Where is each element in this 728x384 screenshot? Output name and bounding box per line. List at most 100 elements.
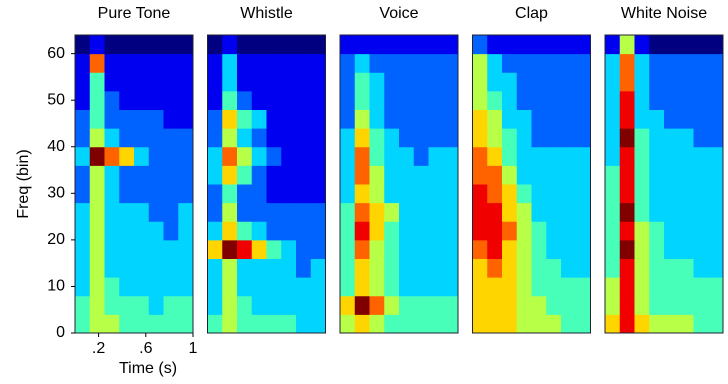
heatmap-cell — [561, 258, 577, 278]
heatmap-cell — [605, 295, 621, 315]
heatmap-cell — [75, 314, 91, 334]
heatmap-cell — [649, 202, 665, 222]
heatmap-cell — [163, 295, 179, 315]
heatmap-cell — [148, 221, 164, 241]
heatmap-cell — [296, 109, 312, 129]
heatmap-cell — [340, 221, 356, 241]
heatmap-cell — [619, 90, 635, 110]
heatmap-cell — [119, 295, 135, 315]
heatmap-cell — [619, 314, 635, 334]
heatmap-cell — [575, 277, 591, 297]
x-axis-label: Time (s) — [119, 360, 177, 377]
heatmap-cell — [384, 165, 400, 185]
heatmap-cell — [634, 72, 650, 92]
heatmap-cell — [575, 258, 591, 278]
heatmap-cell — [575, 184, 591, 204]
heatmap-cell — [487, 277, 503, 297]
heatmap-cell — [207, 239, 223, 259]
heatmap-cell — [281, 202, 297, 222]
heatmap-cell — [678, 221, 694, 241]
heatmap-cell — [619, 109, 635, 129]
heatmap-cell — [561, 314, 577, 334]
heatmap-cell — [472, 202, 488, 222]
heatmap-cell — [678, 295, 694, 315]
heatmap-cell — [237, 72, 253, 92]
heatmap-cell — [207, 258, 223, 278]
heatmap-cell — [310, 146, 326, 166]
heatmap-cell — [575, 72, 591, 92]
heatmap-cell — [207, 184, 223, 204]
heatmap-cell — [134, 165, 150, 185]
heatmap-cell — [502, 90, 518, 110]
heatmap-cell — [708, 295, 724, 315]
heatmap-cell — [664, 258, 680, 278]
heatmap-cell — [340, 53, 356, 73]
heatmap-cell — [354, 239, 370, 259]
heatmap-cell — [531, 146, 547, 166]
heatmap-cell — [575, 239, 591, 259]
heatmap-cell — [487, 221, 503, 241]
heatmap-cell — [340, 128, 356, 148]
heatmap-cell — [399, 239, 415, 259]
heatmap-cell — [546, 109, 562, 129]
panel-frame — [604, 34, 724, 334]
heatmap-cell — [237, 128, 253, 148]
heatmap-cell — [605, 221, 621, 241]
heatmap-cell — [310, 109, 326, 129]
heatmap-cell — [222, 258, 238, 278]
heatmap-cell — [384, 53, 400, 73]
heatmap-cell — [369, 314, 385, 334]
heatmap-cell — [531, 128, 547, 148]
heatmap-cell — [649, 90, 665, 110]
heatmap-cell — [266, 202, 282, 222]
y-tick-label: 10 — [47, 278, 65, 295]
heatmap-cell — [281, 90, 297, 110]
heatmap-cell — [369, 258, 385, 278]
heatmap-cell — [237, 146, 253, 166]
heatmap-cell — [148, 277, 164, 297]
panel-frame — [472, 34, 591, 334]
heatmap-cell — [561, 109, 577, 129]
heatmap-cell — [634, 35, 650, 55]
heatmap-cell — [546, 146, 562, 166]
heatmap-cell — [237, 165, 253, 185]
heatmap-cell — [310, 258, 326, 278]
heatmap-cell — [428, 90, 444, 110]
heatmap-cell — [546, 221, 562, 241]
heatmap-cell — [693, 314, 709, 334]
heatmap-cell — [649, 239, 665, 259]
heatmap-cell — [148, 314, 164, 334]
heatmap-cell — [281, 165, 297, 185]
heatmap-cell — [222, 72, 238, 92]
heatmap-cell — [678, 165, 694, 185]
heatmap-cell — [119, 165, 135, 185]
heatmap-cell — [399, 72, 415, 92]
heatmap-cell — [281, 146, 297, 166]
heatmap-cell — [605, 258, 621, 278]
heatmap-cell — [148, 128, 164, 148]
heatmap-cell — [502, 128, 518, 148]
heatmap-cell — [119, 109, 135, 129]
heatmap-cell — [134, 277, 150, 297]
heatmap-cell — [281, 221, 297, 241]
heatmap-cell — [384, 277, 400, 297]
heatmap-cell — [413, 184, 429, 204]
heatmap-cell — [237, 184, 253, 204]
heatmap-cell — [502, 277, 518, 297]
x-tick-label: .2 — [92, 340, 105, 357]
heatmap-cell — [472, 53, 488, 73]
heatmap-cell — [207, 277, 223, 297]
heatmap-cell — [237, 202, 253, 222]
heatmap-cell — [266, 239, 282, 259]
heatmap-cell — [516, 277, 532, 297]
heatmap-cell — [296, 35, 312, 55]
heatmap-cell — [296, 72, 312, 92]
heatmap-cell — [251, 258, 267, 278]
heatmap-cell — [678, 239, 694, 259]
heatmap-cell — [561, 146, 577, 166]
heatmap-cell — [222, 146, 238, 166]
heatmap-cell — [266, 184, 282, 204]
heatmap-cell — [605, 239, 621, 259]
heatmap-cell — [546, 184, 562, 204]
heatmap-cell — [487, 109, 503, 129]
